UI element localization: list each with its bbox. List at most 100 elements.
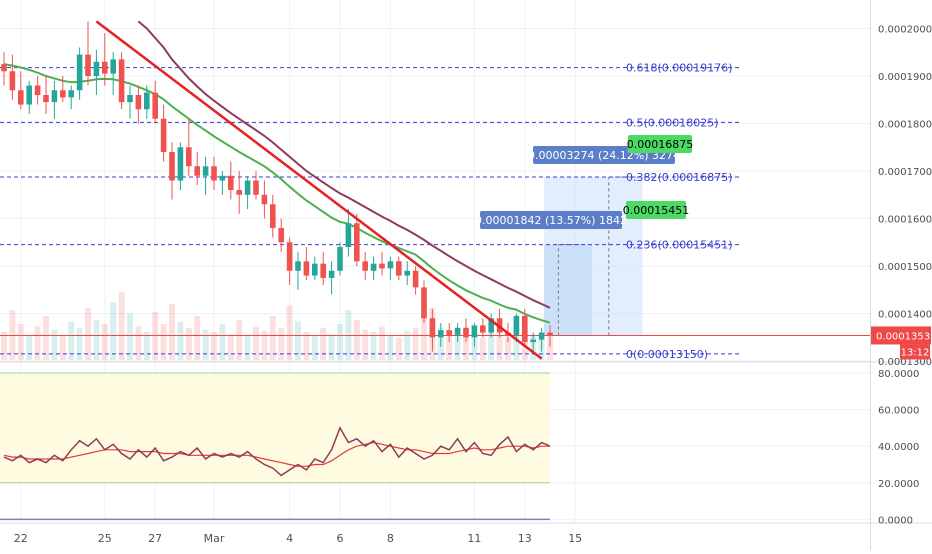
volume-bar	[295, 321, 301, 360]
volume-bar	[278, 328, 285, 360]
candle	[18, 71, 24, 110]
volume-bar	[253, 326, 259, 360]
volume-bar	[169, 304, 175, 360]
candle	[85, 21, 91, 86]
volume-bar	[211, 332, 217, 360]
candle-body	[429, 318, 436, 338]
candle	[530, 332, 536, 352]
countdown-tag: 13:12	[900, 344, 930, 360]
volume-bar	[202, 329, 209, 360]
candle	[1, 52, 7, 86]
volume-bar	[17, 324, 24, 360]
candle-body	[270, 204, 276, 229]
volume-layer	[1, 292, 553, 360]
rsi-tick-label: 20.0000	[878, 479, 919, 490]
candle-body	[513, 315, 520, 335]
candle	[488, 313, 494, 338]
volume-bar	[421, 313, 427, 360]
candle-body	[177, 147, 184, 181]
volume-bar	[68, 321, 75, 360]
candle	[538, 327, 545, 352]
volume-bar	[269, 316, 276, 360]
candle-body	[303, 261, 310, 276]
candle-body	[421, 287, 427, 319]
candle	[76, 47, 83, 100]
candle	[144, 85, 150, 119]
ema-long-line	[137, 20, 551, 309]
candle	[480, 318, 486, 338]
candle	[286, 237, 293, 286]
candle	[60, 76, 66, 103]
candle-body	[76, 54, 83, 91]
fib-level-label: 0.382(0.00016875)	[626, 171, 733, 184]
volume-bar	[446, 332, 453, 360]
projection-target-label-bg	[628, 135, 692, 153]
candle	[454, 323, 461, 343]
candle	[312, 256, 318, 281]
volume-bar	[26, 336, 33, 360]
candle	[102, 33, 108, 86]
candle	[396, 256, 402, 281]
time-tick-label: 4	[286, 532, 293, 545]
candle-body	[9, 71, 16, 91]
candle-body	[102, 61, 108, 74]
candle-body	[26, 85, 32, 105]
candle	[244, 175, 251, 210]
time-tick-label: 22	[14, 532, 28, 545]
volume-bar	[219, 324, 226, 360]
candle	[34, 76, 41, 105]
volume-bar	[85, 308, 91, 360]
candle-body	[202, 166, 209, 176]
volume-bar	[135, 326, 142, 360]
volume-bar	[454, 336, 461, 360]
candle-body	[454, 327, 461, 335]
volume-bar	[34, 326, 41, 360]
candle	[169, 142, 175, 200]
projection-target-label: 0.00015451	[623, 201, 689, 219]
candle-body	[286, 242, 293, 271]
candle-body	[387, 261, 394, 269]
candle-body	[34, 85, 41, 96]
volume-bar	[404, 331, 411, 360]
volume-bar	[395, 337, 402, 360]
volume-bar	[118, 292, 125, 360]
candle	[26, 80, 32, 115]
candle	[295, 251, 301, 290]
candle	[370, 256, 377, 281]
volume-bar	[311, 336, 318, 360]
candle	[471, 323, 478, 347]
trendline-layer[interactable]	[95, 20, 543, 360]
fib-level-label: 0.5(0.00018025)	[626, 116, 719, 129]
candles-layer[interactable]	[1, 21, 553, 352]
candle-body	[328, 270, 335, 278]
volume-bar	[152, 312, 159, 360]
candle-body	[228, 175, 234, 191]
volume-bar	[488, 332, 495, 360]
candle	[261, 180, 268, 219]
projection-target-label-text: 0.00015451	[623, 204, 689, 217]
candle-body	[118, 59, 125, 103]
candle	[118, 52, 125, 110]
volume-bar	[353, 320, 360, 360]
candle-body	[370, 263, 377, 271]
candle-body	[522, 315, 528, 343]
candle	[446, 323, 452, 343]
projection-range-box	[544, 244, 592, 336]
projection-label-text: 0.00001842 (13.57%) 1842	[475, 214, 627, 227]
candle	[303, 247, 310, 281]
volume-bar	[177, 321, 184, 360]
volume-bar	[143, 332, 150, 360]
current-price-value: 0.00013539	[876, 331, 932, 342]
candle-body	[85, 54, 91, 77]
candle-body	[253, 180, 259, 195]
volume-bar	[59, 336, 66, 360]
trendline	[95, 20, 543, 360]
candle	[438, 323, 444, 347]
candle-body	[538, 332, 545, 340]
